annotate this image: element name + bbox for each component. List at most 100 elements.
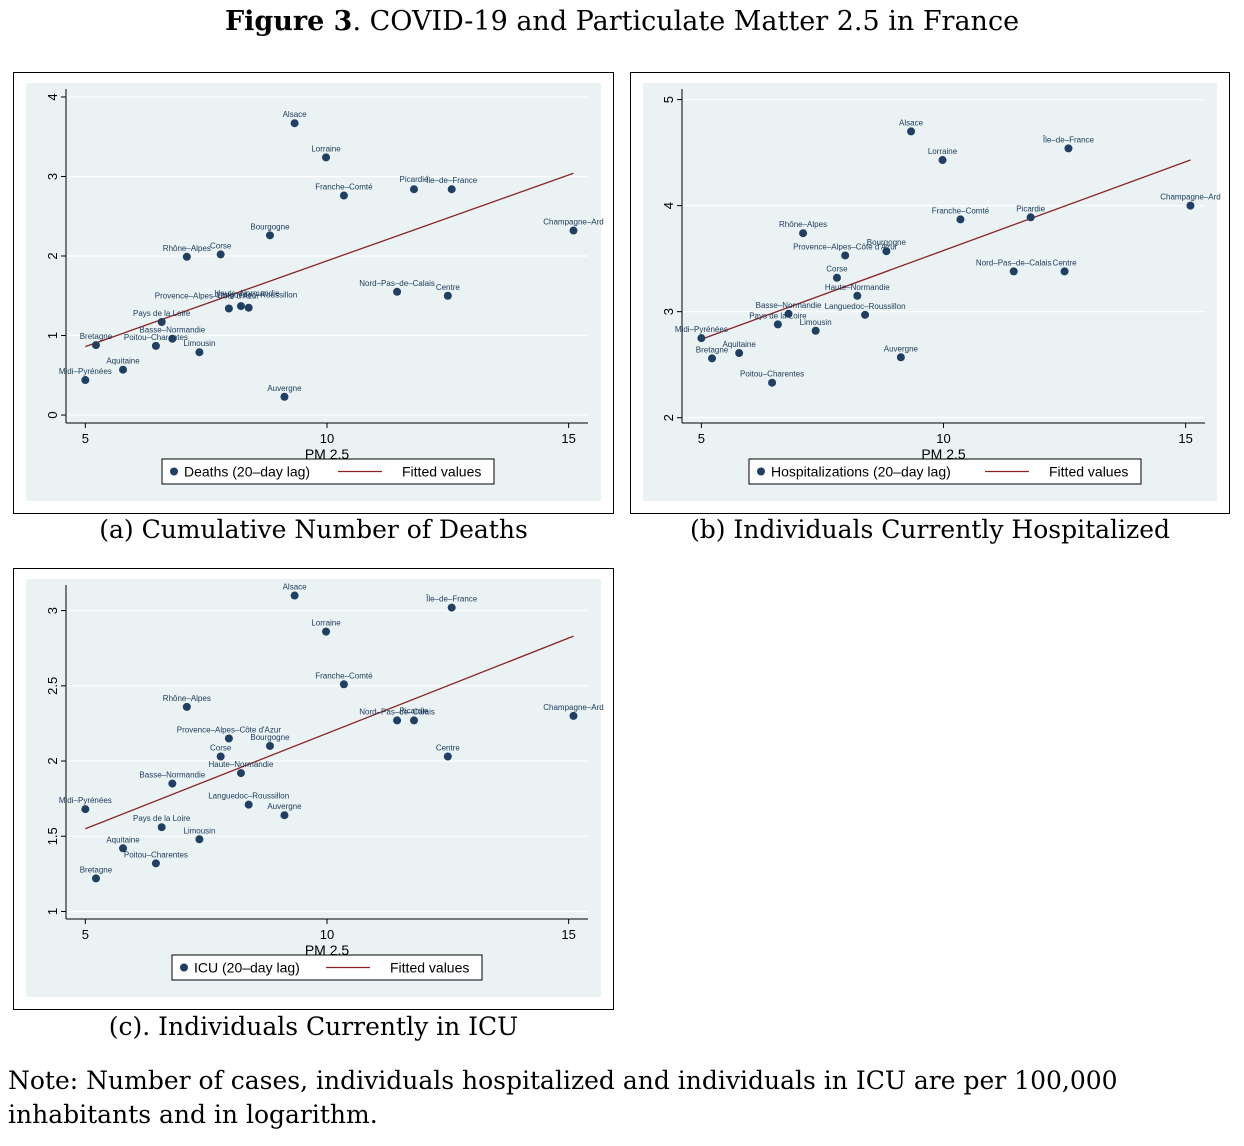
point-label-bretagne: Bretagne [80, 332, 113, 341]
point-label-franche-comte: Franche–Comté [932, 206, 990, 215]
fitted-line [85, 172, 574, 348]
figure-title: Figure 3. COVID-19 and Particulate Matte… [0, 6, 1244, 37]
point-lorraine [938, 156, 947, 165]
point-bretagne [708, 354, 717, 363]
point-franche-comte [956, 215, 965, 224]
point-pays-de-la-loire [157, 318, 166, 327]
point-label-lorraine: Lorraine [311, 619, 341, 628]
point-picardie [410, 716, 418, 725]
point-rhone-alpes [799, 229, 808, 238]
point-aquitaine [735, 349, 744, 358]
y-tick-label: 3 [45, 173, 60, 180]
point-label-bourgogne: Bourgogne [867, 238, 907, 247]
panel-hospitalized: 2 3 4 5 5 10 15 PM 2.5 Alsace Lorraine Île–de–Fran… [630, 72, 1230, 514]
point-label-limousin: Limousin [800, 318, 832, 327]
x-axis-title: PM 2.5 [305, 942, 350, 958]
point-corse [832, 273, 841, 282]
point-centre [1060, 267, 1069, 276]
y-tick-label: 1 [45, 332, 60, 339]
point-poitou-charentes [151, 859, 160, 868]
x-tick-label: 15 [561, 431, 575, 446]
point-poitou-charentes [151, 341, 160, 350]
point-basse-normandie [168, 334, 177, 343]
figure-title-bold: Figure 3 [224, 6, 353, 37]
point-ile-de-france [447, 185, 456, 194]
point-label-limousin: Limousin [183, 339, 215, 348]
point-languedoc-roussillon [861, 310, 870, 319]
point-rhone-alpes [182, 702, 191, 711]
point-label-centre: Centre [436, 283, 461, 292]
point-label-provence-alpes-cote-d-azur: Provence–Alpes–Côte d'Azur [177, 725, 282, 734]
point-label-poitou-charentes: Poitou–Charentes [740, 370, 804, 379]
point-label-aquitaine: Aquitaine [106, 835, 140, 844]
point-basse-normandie [168, 779, 177, 788]
point-languedoc-roussillon [244, 800, 253, 809]
point-champagne-ard [569, 711, 578, 720]
caption-icu: (c). Individuals Currently in ICU [108, 1012, 519, 1041]
point-auvergne [280, 811, 289, 820]
legend-points-label: Deaths (20–day lag) [184, 464, 310, 480]
point-auvergne [896, 353, 905, 362]
y-tick-label: 2 [45, 757, 60, 764]
point-label-rhone-alpes: Rhône–Alpes [163, 694, 211, 703]
y-tick-label: 1 [45, 908, 60, 915]
point-label-picardie: Picardie [400, 175, 429, 184]
figure-title-rest: . COVID-19 and Particulate Matter 2.5 in… [352, 6, 1020, 37]
point-label-picardie: Picardie [400, 706, 429, 715]
legend: ICU (20–day lag) Fitted values [171, 954, 483, 981]
plot-area [682, 89, 1205, 423]
point-label-poitou-charentes: Poitou–Charentes [124, 850, 188, 859]
point-picardie [410, 185, 418, 194]
panel-icu: 1 1.5 2 2.5 3 5 10 15 PM 2.5 Alsace Île–de–France L… [13, 568, 614, 1010]
y-tick-label: 2 [661, 414, 676, 421]
y-tick-label: 0 [45, 411, 60, 418]
point-label-bretagne: Bretagne [696, 345, 729, 354]
point-label-auvergne: Auvergne [267, 802, 302, 811]
x-tick-label: 15 [1178, 431, 1192, 446]
point-limousin [811, 326, 820, 335]
x-tick-label: 10 [320, 927, 334, 942]
point-label-pays-de-la-loire: Pays de la Loire [749, 311, 807, 320]
point-label-auvergne: Auvergne [267, 384, 302, 393]
caption-hospitalized: (b) Individuals Currently Hospitalized [689, 515, 1171, 544]
chart-svg: 0 1 2 3 4 5 10 15 PM 2.5 Alsace Lorraine Franche–Co… [26, 83, 604, 501]
point-label-aquitaine: Aquitaine [106, 357, 140, 366]
point-franche-comte [339, 680, 348, 689]
point-label-languedoc-roussillon: Languedoc–Roussillon [825, 302, 906, 311]
point-basse-normandie [784, 309, 793, 318]
y-tick-label: 4 [45, 93, 60, 100]
point-label-ile-de-france: Île–de–France [425, 595, 478, 604]
point-label-nord-pas-de-calais: Nord–Pas–de–Calais [359, 279, 435, 288]
point-label-bretagne: Bretagne [80, 865, 113, 874]
point-aquitaine [119, 365, 128, 374]
point-auvergne [280, 392, 289, 401]
point-label-haute-normandie: Haute–Normandie [208, 760, 273, 769]
point-label-auvergne: Auvergne [884, 344, 919, 353]
point-corse [216, 250, 225, 259]
point-lorraine [322, 153, 331, 162]
point-label-lorraine: Lorraine [928, 147, 958, 156]
point-label-corse: Corse [210, 241, 232, 250]
point-midi-pyrenees [81, 376, 90, 385]
legend-point-marker [757, 467, 765, 476]
point-label-corse: Corse [826, 265, 848, 274]
point-alsace [907, 127, 916, 136]
point-bourgogne [265, 741, 274, 750]
point-label-pays-de-la-loire: Pays de la Loire [133, 814, 191, 823]
point-label-alsace: Alsace [283, 110, 308, 119]
y-tick-label: 1.5 [45, 827, 60, 845]
point-label-champagne-ard: Champagne–Ard [543, 703, 603, 712]
y-tick-label: 2.5 [45, 677, 60, 695]
panel-deaths: 0 1 2 3 4 5 10 15 PM 2.5 Alsace Lorraine Franche–Co… [13, 72, 614, 514]
point-label-champagne-ard: Champagne–Ard [1160, 193, 1220, 202]
point-label-franche-comte: Franche–Comté [315, 671, 373, 680]
point-pays-de-la-loire [157, 823, 166, 832]
legend-points-label: ICU (20–day lag) [194, 960, 300, 976]
point-label-ile-de-france: Île–de–France [1042, 135, 1095, 144]
point-alsace [290, 591, 299, 600]
point-label-centre: Centre [436, 744, 461, 753]
point-label-midi-pyrenees: Midi–Pyrénées [59, 367, 112, 376]
point-haute-normandie [236, 769, 245, 778]
x-tick-label: 10 [320, 431, 334, 446]
point-label-limousin: Limousin [183, 826, 215, 835]
